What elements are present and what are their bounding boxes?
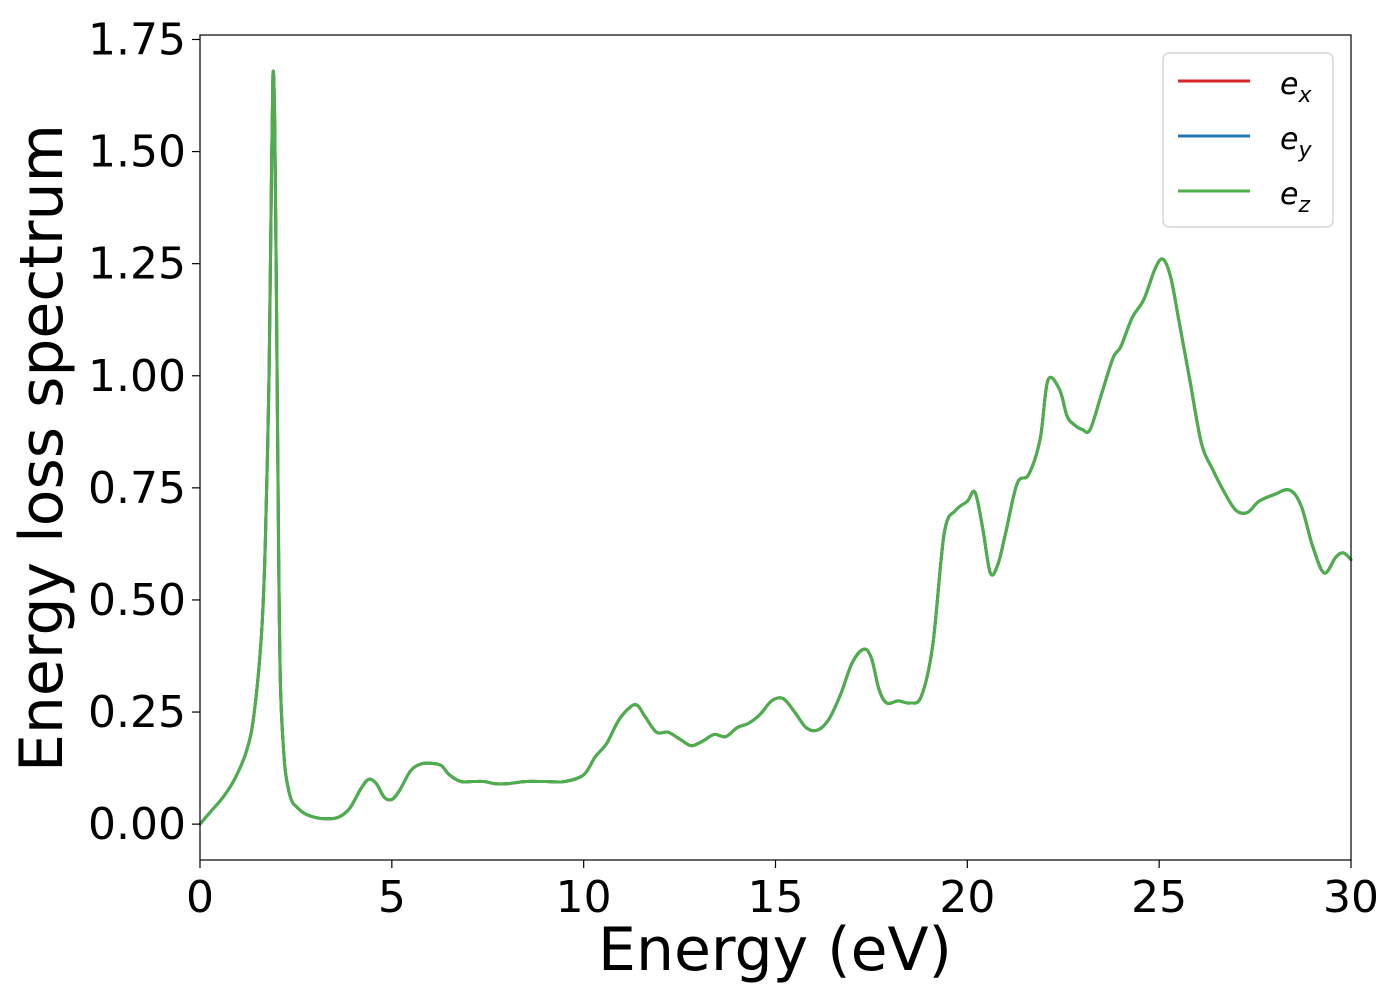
x-axis-title: Energy (eV) bbox=[598, 915, 952, 985]
x-tick-label: 15 bbox=[748, 872, 804, 923]
y-tick-label: 1.50 bbox=[88, 127, 186, 178]
legend-label-ey: ey bbox=[1280, 122, 1312, 163]
legend-label-ez: ez bbox=[1280, 177, 1310, 218]
legend-box bbox=[1162, 52, 1334, 228]
y-tick-label: 1.75 bbox=[88, 14, 186, 65]
y-tick-label: 0.75 bbox=[88, 463, 186, 514]
y-tick-label: 1.25 bbox=[88, 239, 186, 290]
y-tick-label: 0.50 bbox=[88, 575, 186, 626]
y-axis-title: Energy loss spectrum bbox=[7, 124, 77, 772]
ticks-layer: 0 5 10 15 20 25 30 0.00 0.25 0.50 0.75 1.00 1.25 1.50… bbox=[88, 14, 1379, 923]
x-tick-label: 5 bbox=[378, 872, 406, 923]
legend-label-ex: ex bbox=[1280, 67, 1312, 108]
y-tick-label: 1.00 bbox=[88, 351, 186, 402]
series-line-ez bbox=[198, 69, 1353, 826]
x-tick-label: 10 bbox=[556, 872, 612, 923]
legend: ex ey ez bbox=[1162, 52, 1334, 228]
x-tick-label: 20 bbox=[939, 872, 995, 923]
y-tick-label: 0.25 bbox=[88, 687, 186, 738]
x-tick-label: 0 bbox=[186, 872, 214, 923]
x-tick-label: 30 bbox=[1323, 872, 1379, 923]
y-tick-label: 0.00 bbox=[88, 799, 186, 850]
x-tick-label: 25 bbox=[1131, 872, 1187, 923]
series-layer bbox=[198, 69, 1353, 826]
